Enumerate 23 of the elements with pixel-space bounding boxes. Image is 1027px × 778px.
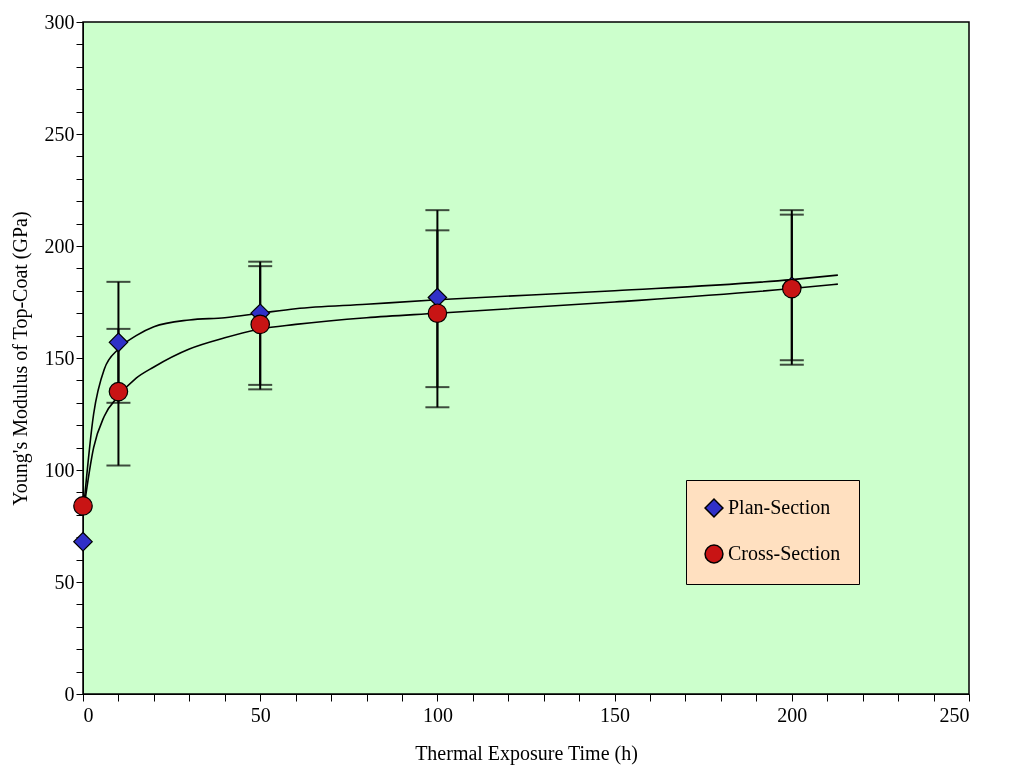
y-tick-label: 250 <box>44 122 75 145</box>
y-tick-label: 50 <box>54 570 75 593</box>
x-tick-label: 50 <box>250 703 271 726</box>
x-tick-label: 0 <box>83 703 94 726</box>
y-tick-label: 100 <box>44 458 75 481</box>
point <box>108 381 129 402</box>
point <box>250 314 271 335</box>
y-tick-label: 0 <box>64 682 75 705</box>
y-axis-title: Young's Modulus of Top-Coat (GPa) <box>8 211 32 506</box>
y-tick-label: 200 <box>44 234 75 257</box>
x-tick-label: 200 <box>777 703 808 726</box>
x-tick-label: 250 <box>939 703 970 726</box>
legend-label: Plan-Section <box>728 496 831 518</box>
point <box>73 531 93 552</box>
x-tick-label: 150 <box>600 703 631 726</box>
point <box>427 303 448 323</box>
y-tick-label: 300 <box>44 10 75 33</box>
point <box>108 332 129 353</box>
x-tick-label: 100 <box>422 703 453 726</box>
y-tick-label: 150 <box>44 346 75 369</box>
point <box>73 496 93 516</box>
x-axis-title: Thermal Exposure Time (h) <box>415 741 638 765</box>
legend-label: Cross-Section <box>728 542 841 564</box>
